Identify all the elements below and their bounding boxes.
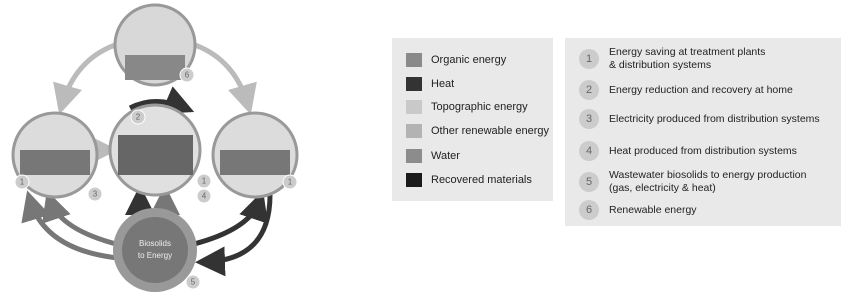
legend-item: Recovered materials xyxy=(406,173,532,187)
item-number: 6 xyxy=(579,200,599,220)
legend: Organic energy Heat Topographic energy O… xyxy=(392,38,553,201)
item-text: Energy reduction and recovery at home xyxy=(609,84,793,97)
item-number: 3 xyxy=(579,109,599,129)
list-item: 1 Energy saving at treatment plants& dist… xyxy=(579,46,765,72)
diagram: Biosolids to Energy 6 2 1 3 1 4 1 5 xyxy=(0,0,340,296)
list-item: 3 Electricity produced from distribution … xyxy=(579,109,820,129)
item-number: 4 xyxy=(579,141,599,161)
item-text: Heat produced from distribution systems xyxy=(609,145,797,158)
badge-number: 2 xyxy=(136,113,141,122)
legend-item: Organic energy xyxy=(406,53,506,67)
item-line: Energy reduction and recovery at home xyxy=(609,84,793,97)
item-line: (gas, electricity & heat) xyxy=(609,182,806,195)
legend-label: Heat xyxy=(431,78,454,90)
page: Biosolids to Energy 6 2 1 3 1 4 1 5 Organic ene… xyxy=(0,0,841,296)
item-line: Renewable energy xyxy=(609,204,697,217)
badge-number: 4 xyxy=(202,192,207,201)
scenes xyxy=(13,5,297,292)
item-number: 1 xyxy=(579,49,599,69)
center-label: to Energy xyxy=(138,251,172,260)
item-text: Wastewater biosolids to energy productio… xyxy=(609,169,806,195)
list-item: 4 Heat produced from distribution systems xyxy=(579,141,797,161)
list-item: 2 Energy reduction and recovery at home xyxy=(579,80,793,100)
badge-number: 3 xyxy=(93,190,98,199)
item-line: Energy saving at treatment plants xyxy=(609,46,765,59)
list-item: 5 Wastewater biosolids to energy producti… xyxy=(579,169,806,195)
item-line: & distribution systems xyxy=(609,59,765,72)
legend-item: Heat xyxy=(406,77,454,91)
legend-item: Topographic energy xyxy=(406,100,528,114)
item-line: Wastewater biosolids to energy productio… xyxy=(609,169,806,182)
legend-item: Water xyxy=(406,149,460,163)
item-line: Heat produced from distribution systems xyxy=(609,145,797,158)
item-text: Energy saving at treatment plants& distr… xyxy=(609,46,765,72)
center-label: Biosolids xyxy=(139,239,171,248)
legend-label: Recovered materials xyxy=(431,174,532,186)
legend-label: Organic energy xyxy=(431,54,506,66)
numbered-list: 1 Energy saving at treatment plants& dist… xyxy=(565,38,841,226)
item-text: Renewable energy xyxy=(609,204,697,217)
badge-number: 1 xyxy=(20,178,25,187)
legend-label: Topographic energy xyxy=(431,101,528,113)
legend-item: Other renewable energy xyxy=(406,124,549,138)
item-text: Electricity produced from distribution s… xyxy=(609,113,820,126)
badge-number: 5 xyxy=(191,278,196,287)
item-number: 5 xyxy=(579,172,599,192)
legend-label: Other renewable energy xyxy=(431,125,549,137)
badge-number: 1 xyxy=(288,178,293,187)
item-number: 2 xyxy=(579,80,599,100)
badge-number: 6 xyxy=(185,71,190,80)
list-item: 6 Renewable energy xyxy=(579,200,697,220)
legend-label: Water xyxy=(431,150,460,162)
badge-number: 1 xyxy=(202,177,207,186)
item-line: Electricity produced from distribution s… xyxy=(609,113,820,126)
